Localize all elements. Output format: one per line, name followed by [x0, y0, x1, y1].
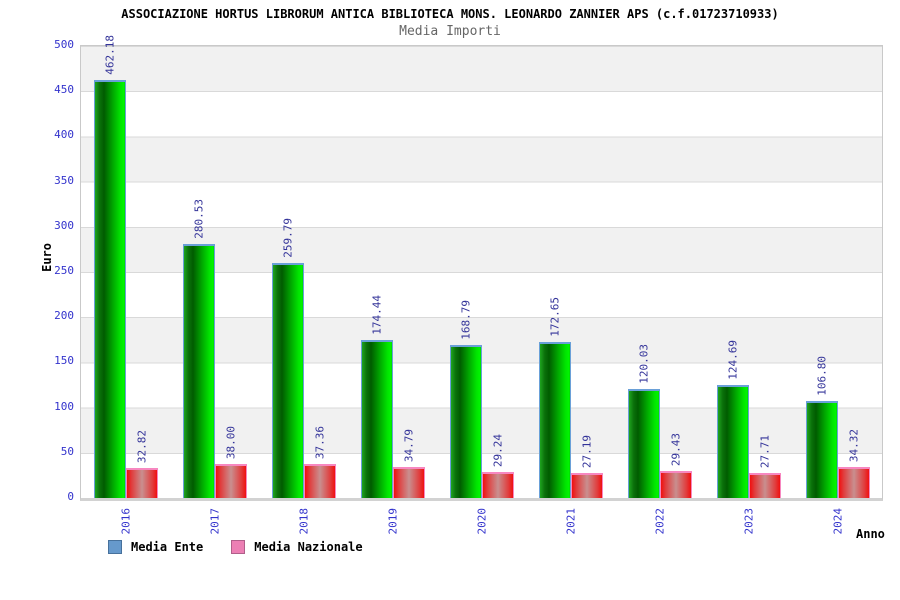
bar-column: 174.44 [360, 46, 393, 498]
bar-column: 120.03 [627, 46, 660, 498]
bar-column: 172.65 [538, 46, 571, 498]
bar-media-nazionale [837, 467, 870, 498]
bar-media-nazionale [570, 473, 603, 498]
bar-column: 34.79 [392, 46, 425, 498]
bar-column: 124.69 [716, 46, 749, 498]
bar-media-ente [805, 401, 838, 498]
bar-value-label: 174.44 [370, 295, 383, 335]
bar-column: 462.18 [93, 35, 126, 498]
bar-media-nazionale [659, 471, 692, 498]
legend-swatch-media-nazionale [231, 540, 246, 554]
bar-value-label: 168.79 [459, 300, 472, 340]
x-tick-label: 2024 [831, 508, 844, 535]
x-tick-label: 2016 [119, 508, 132, 535]
bar-column: 168.79 [449, 46, 482, 498]
bar-value-label: 29.24 [491, 433, 504, 467]
chart-title: ASSOCIAZIONE HORTUS LIBRORUM ANTICA BIBL… [121, 7, 779, 21]
bar-groups: 462.18 32.82 2016 280.53 38.00 2017 259.79 37.3… [81, 35, 882, 535]
y-tick-label: 0 [67, 490, 74, 503]
chart-subtitle: Media Importi [399, 24, 501, 39]
bar-value-label: 120.03 [637, 344, 650, 384]
legend-swatch-media-ente [108, 540, 122, 554]
bar-value-label: 462.18 [103, 35, 116, 75]
y-tick-label: 450 [54, 83, 74, 97]
bar-column: 32.82 [125, 46, 158, 498]
bar-media-nazionale [748, 473, 781, 498]
y-tick-label: 400 [54, 128, 74, 142]
bar-group: 106.80 34.32 2024 [793, 46, 882, 535]
y-tick-label: 250 [54, 264, 74, 277]
legend-item-media-nazionale: Media Nazionale [231, 540, 363, 554]
bar-group: 124.69 27.71 2023 [704, 46, 793, 535]
bar-group: 120.03 29.43 2022 [615, 46, 704, 535]
bar-value-label: 29.43 [669, 432, 682, 466]
y-tick-label: 300 [54, 218, 74, 232]
bar-column: 29.24 [481, 46, 514, 498]
y-tick-label: 500 [54, 38, 74, 51]
bar-value-label: 259.79 [281, 218, 294, 258]
x-axis-title: Anno [856, 527, 885, 541]
bar-value-label: 27.19 [580, 434, 593, 468]
bar-media-ente [182, 244, 215, 498]
bar-media-ente [449, 345, 482, 498]
bar-value-label: 124.69 [726, 340, 739, 380]
x-tick-label: 2017 [208, 508, 221, 535]
bar-column: 37.36 [303, 46, 336, 498]
bar-media-ente [716, 385, 749, 498]
x-tick-label: 2023 [742, 508, 755, 535]
bar-column: 27.71 [748, 46, 781, 498]
bar-media-ente [538, 342, 571, 498]
y-axis-title: Euro [40, 243, 54, 272]
bar-media-nazionale [481, 472, 514, 498]
legend-item-media-ente: Media Ente [108, 540, 203, 554]
legend-label-media-nazionale: Media Nazionale [254, 540, 363, 554]
bar-column: 106.80 [805, 46, 838, 498]
bar-value-label: 37.36 [313, 425, 326, 459]
y-tick-label: 100 [54, 399, 74, 413]
y-tick-label: 150 [54, 354, 74, 368]
bar-column: 29.43 [659, 46, 692, 498]
x-tick-label: 2022 [653, 508, 666, 535]
bar-media-nazionale [303, 464, 336, 498]
bar-media-ente [93, 80, 126, 498]
y-tick-label: 200 [54, 309, 74, 323]
bar-group: 462.18 32.82 2016 [81, 35, 170, 535]
y-tick-label: 50 [60, 444, 74, 458]
x-tick-label: 2020 [475, 508, 488, 535]
bar-value-label: 106.80 [815, 356, 828, 396]
bar-media-ente [627, 389, 660, 498]
bar-value-label: 34.32 [847, 428, 860, 462]
bar-column: 280.53 [182, 46, 215, 498]
bar-group: 174.44 34.79 2019 [348, 46, 437, 535]
bar-value-label: 280.53 [192, 199, 205, 239]
bar-media-ente [360, 340, 393, 498]
plot-area: 462.18 32.82 2016 280.53 38.00 2017 259.79 37.3… [80, 35, 883, 535]
legend: Media Ente Media Nazionale [108, 540, 363, 554]
bar-column: 38.00 [214, 46, 247, 498]
bar-value-label: 34.79 [402, 428, 415, 462]
legend-label-media-ente: Media Ente [131, 540, 204, 554]
bar-group: 172.65 27.19 2021 [526, 46, 615, 535]
bar-column: 27.19 [570, 46, 603, 498]
bar-media-nazionale [392, 467, 425, 498]
bar-column: 259.79 [271, 46, 304, 498]
bar-group: 259.79 37.36 2018 [259, 46, 348, 535]
bar-group: 280.53 38.00 2017 [170, 46, 259, 535]
bar-media-ente [271, 263, 304, 498]
bar-column: 34.32 [837, 46, 870, 498]
bar-value-label: 172.65 [548, 297, 561, 337]
x-tick-label: 2019 [386, 508, 399, 535]
x-tick-label: 2018 [297, 508, 310, 535]
y-tick-label: 350 [54, 173, 74, 187]
bar-group: 168.79 29.24 2020 [437, 46, 526, 535]
bar-media-nazionale [214, 464, 247, 498]
bar-value-label: 38.00 [224, 425, 237, 459]
bar-value-label: 27.71 [758, 434, 771, 468]
x-tick-label: 2021 [564, 508, 577, 535]
bar-media-nazionale [125, 468, 158, 498]
bar-value-label: 32.82 [135, 429, 148, 463]
